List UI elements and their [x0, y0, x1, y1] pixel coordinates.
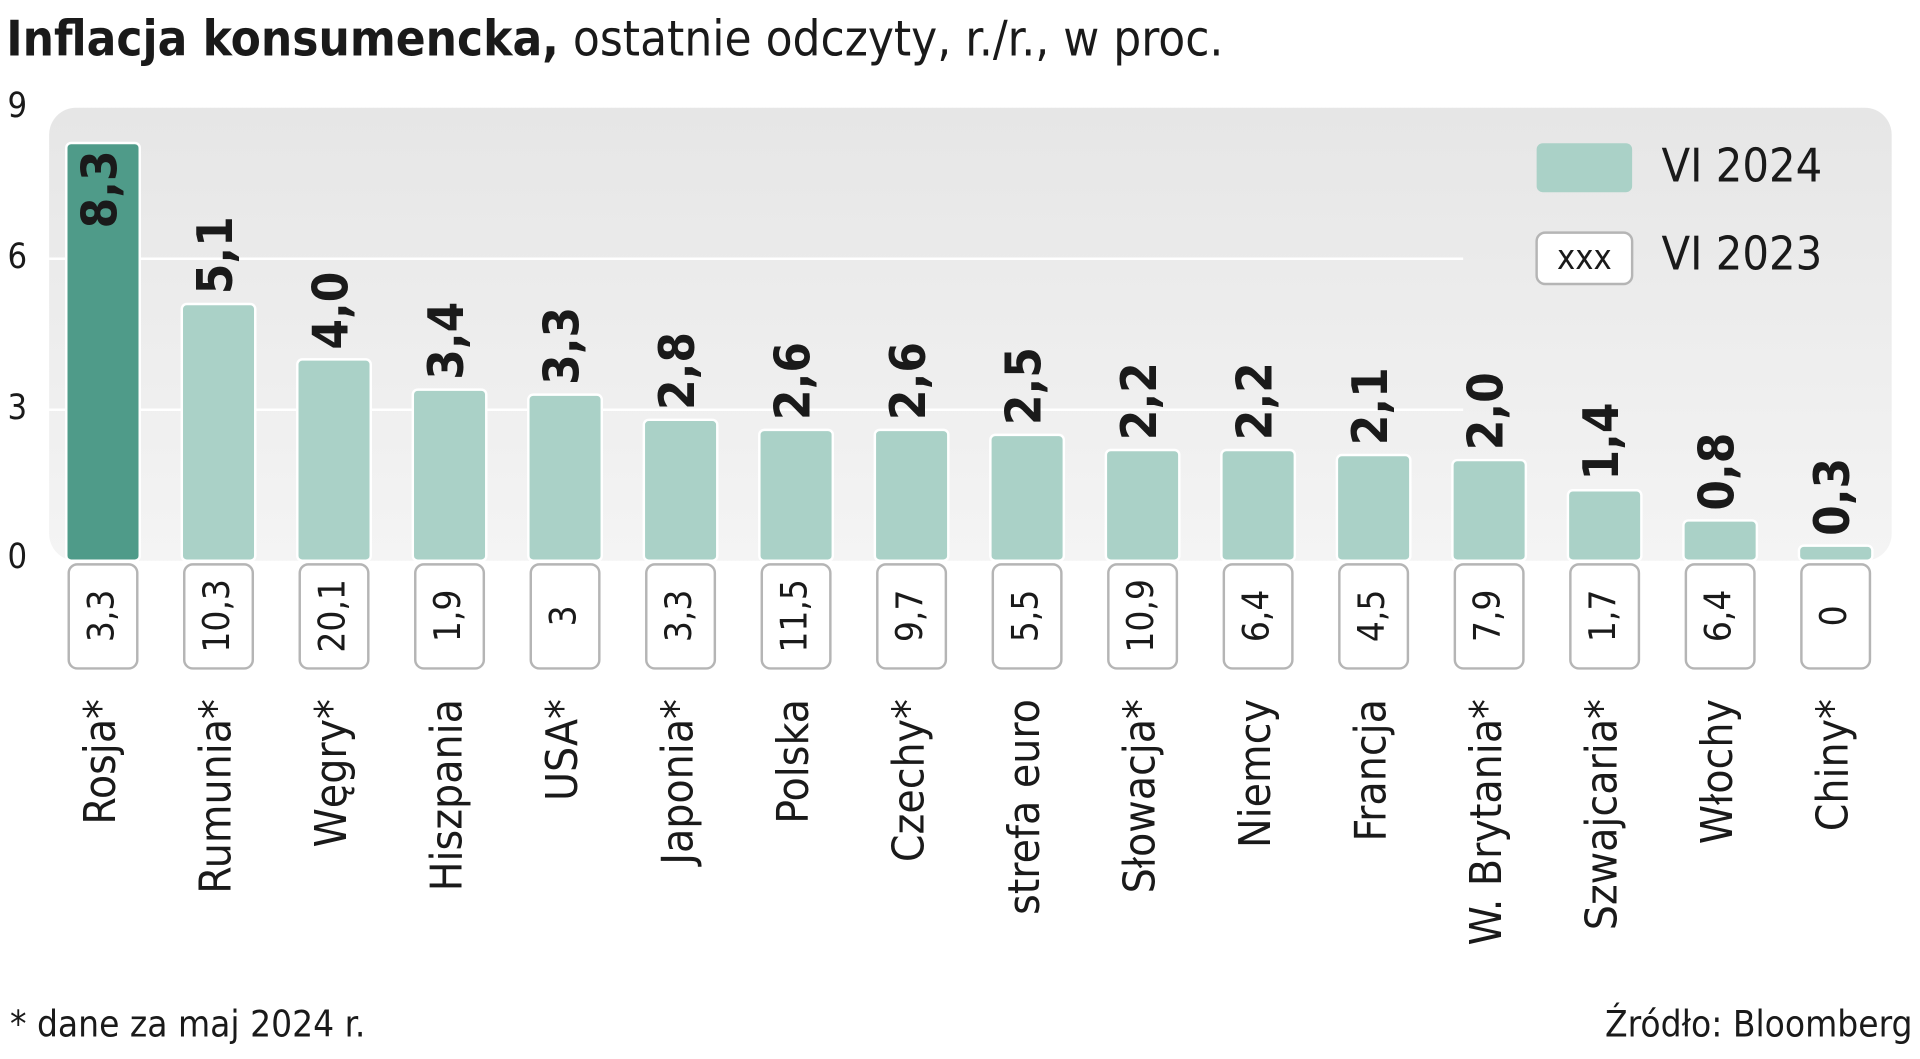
bar: [65, 141, 141, 562]
x-tick-label: strefa euro: [999, 699, 1050, 915]
prev-value-box: [1684, 563, 1756, 670]
prev-value: 3: [542, 605, 585, 626]
y-tick-label: 3: [8, 388, 28, 428]
x-tick-label: Chiny*: [1808, 699, 1859, 831]
value-label: 0,3: [1804, 458, 1861, 536]
prev-value: 6,4: [1697, 590, 1740, 643]
bar: [527, 393, 604, 562]
x-tick-label: Polska: [768, 699, 819, 824]
value-label: 2,2: [1111, 362, 1168, 440]
prev-value-box: [1222, 563, 1294, 670]
bar: [873, 428, 950, 562]
prev-value: 10,3: [195, 579, 238, 653]
value-label: 2,0: [1458, 372, 1515, 450]
bar: [1335, 453, 1412, 562]
x-tick-label: Słowacja*: [1115, 699, 1166, 893]
prev-value: 20,1: [311, 579, 354, 653]
x-tick-label: Szwajcaria*: [1577, 699, 1628, 930]
footnote: * dane za maj 2024 r.: [10, 1002, 365, 1045]
prev-value-box: [529, 563, 601, 670]
prev-value: 1,9: [426, 590, 469, 643]
prev-value-box: [645, 563, 717, 670]
bar: [1797, 544, 1874, 562]
prev-value-box: [760, 563, 832, 670]
y-tick-label: 9: [8, 86, 28, 126]
value-label: 2,6: [765, 342, 822, 420]
bar: [1566, 489, 1643, 562]
title: Inflacja konsumencka,: [6, 10, 559, 67]
prev-value: 9,7: [888, 590, 931, 643]
value-label: 3,4: [418, 302, 475, 380]
value-label: 2,6: [880, 342, 937, 420]
bar: [180, 302, 257, 562]
legend-label: VI 2024: [1662, 138, 1823, 192]
chart-title: Inflacja konsumencka, ostatnie odczyty, …: [6, 10, 1223, 67]
legend-sample: xxx: [1557, 238, 1612, 278]
prev-value: 4,5: [1350, 590, 1393, 643]
value-label: 5,1: [187, 216, 244, 294]
x-tick-label: Hiszpania: [422, 699, 473, 891]
x-tick-label: Francja: [1346, 699, 1397, 841]
value-label: 4,0: [303, 272, 360, 350]
value-label: 2,2: [1227, 362, 1284, 440]
legend-swatch: [1535, 231, 1634, 286]
bar: [989, 433, 1066, 562]
bar: [1682, 519, 1759, 562]
value-label: 0,8: [1689, 433, 1746, 511]
bar: [1451, 458, 1528, 562]
y-tick-label: 0: [8, 537, 28, 577]
x-tick-label: Włochy: [1692, 699, 1743, 844]
bar: [1104, 448, 1181, 562]
x-tick-label: Rosja*: [75, 699, 126, 825]
prev-value: 11,5: [773, 579, 816, 653]
prev-value-box: [414, 563, 486, 670]
x-tick-label: Rumunia*: [191, 699, 242, 894]
prev-value: 3,3: [80, 590, 123, 643]
prev-value-box: [991, 563, 1063, 670]
prev-value: 6,4: [1235, 590, 1278, 643]
source: Źródło: Bloomberg: [1605, 1001, 1912, 1045]
prev-value-box: [1107, 563, 1179, 670]
x-tick-label: Niemcy: [1230, 699, 1281, 848]
prev-value: 7,9: [1466, 590, 1509, 643]
value-label: 2,1: [1342, 367, 1399, 445]
bar: [758, 428, 835, 562]
prev-value: 3,3: [657, 590, 700, 643]
prev-value-box: [1453, 563, 1525, 670]
bar: [296, 358, 372, 562]
y-tick-label: 6: [8, 237, 28, 277]
value-label: 1,4: [1573, 402, 1630, 480]
bar: [1220, 448, 1297, 562]
prev-value-box: [876, 563, 948, 670]
value-label: 8,3: [72, 150, 129, 228]
value-label: 2,5: [996, 347, 1053, 425]
bar: [642, 418, 719, 562]
subtitle: ostatnie odczyty, r./r., w proc.: [573, 10, 1224, 67]
plot-background: [49, 107, 1892, 561]
prev-value: 10,9: [1119, 579, 1162, 653]
prev-value-box: [298, 563, 370, 670]
legend-label: VI 2023: [1662, 227, 1823, 281]
prev-value-box: [1569, 563, 1641, 670]
bar: [411, 388, 488, 562]
prev-value-box: [1800, 563, 1872, 670]
x-tick-label: Japonia*: [653, 699, 704, 868]
x-tick-label: USA*: [537, 699, 588, 801]
x-tick-label: Węgry*: [306, 699, 357, 847]
x-tick-label: W. Brytania*: [1461, 699, 1512, 945]
prev-value-box: [67, 563, 139, 670]
prev-value: 5,5: [1004, 590, 1047, 643]
x-tick-label: Czechy*: [884, 699, 935, 862]
prev-value-box: [1338, 563, 1410, 670]
prev-value: 1,7: [1581, 590, 1624, 643]
prev-value-box: [183, 563, 255, 670]
legend-swatch: [1536, 143, 1633, 193]
value-label: 3,3: [534, 307, 591, 385]
prev-value: 0: [1812, 605, 1855, 626]
value-label: 2,8: [649, 332, 706, 410]
